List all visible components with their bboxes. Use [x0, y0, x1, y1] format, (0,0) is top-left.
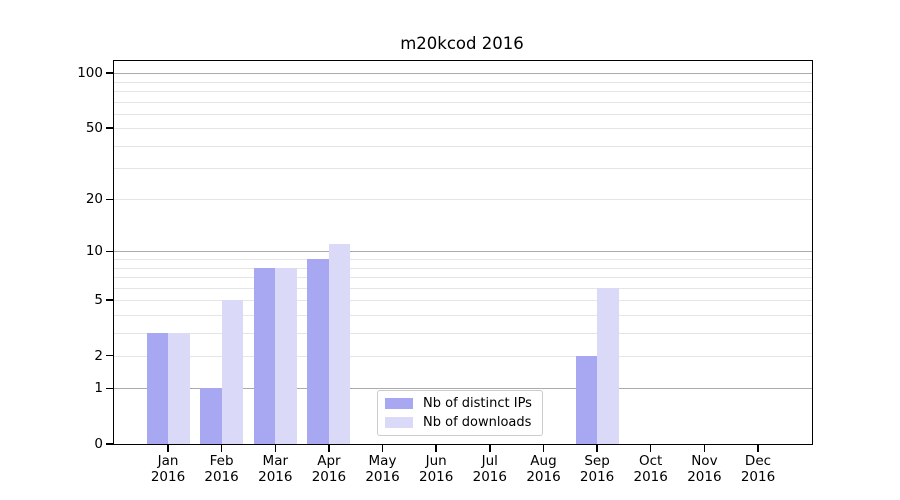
minor-gridline-80 [114, 90, 812, 92]
bar-downloads-9 [597, 287, 619, 444]
minor-gridline-5 [114, 300, 812, 301]
legend: Nb of distinct IPs Nb of downloads [377, 390, 543, 436]
y-tick-mark-5 [106, 299, 113, 301]
x-tick-label-10: Oct 2016 [633, 453, 668, 485]
y-tick-label-1: 1 [94, 380, 103, 397]
major-gridline-1 [114, 388, 812, 390]
x-tick-mark-12 [757, 445, 759, 452]
legend-label-2: Nb of downloads [423, 414, 532, 430]
x-tick-mark-6 [435, 445, 437, 452]
minor-gridline-4 [114, 314, 812, 316]
minor-gridline-60 [114, 113, 812, 115]
x-tick-label-2: Feb 2016 [204, 453, 239, 485]
major-gridline-100 [114, 73, 812, 75]
y-tick-label-20: 20 [85, 191, 103, 208]
bar-downloads-1 [168, 332, 190, 444]
minor-gridline-7 [114, 276, 812, 278]
y-tick-label-2: 2 [94, 347, 103, 364]
y-tick-mark-100 [106, 72, 113, 74]
x-tick-label-12: Dec 2016 [740, 453, 776, 485]
y-tick-mark-0 [106, 443, 113, 445]
x-tick-label-8: Aug 2016 [526, 453, 561, 485]
minor-gridline-9 [114, 259, 812, 260]
x-tick-label-1: Jan 2016 [150, 453, 186, 485]
legend-label-1: Nb of distinct IPs [423, 396, 532, 411]
y-tick-mark-20 [106, 198, 113, 201]
x-tick-label-6: Jun 2016 [419, 453, 454, 485]
minor-gridline-30 [114, 168, 812, 170]
x-tick-mark-5 [381, 445, 384, 452]
minor-gridline-8 [114, 267, 812, 269]
bar-distinct-ips-2 [200, 388, 222, 444]
minor-gridline-50 [114, 128, 812, 130]
bar-distinct-ips-9 [575, 355, 598, 444]
x-tick-mark-7 [489, 445, 491, 452]
x-tick-mark-10 [649, 445, 652, 452]
minor-gridline-6 [114, 287, 812, 289]
bar-downloads-2 [221, 300, 244, 444]
minor-gridline-3 [114, 332, 812, 334]
y-tick-mark-10 [106, 250, 113, 253]
legend-item-2: Nb of downloads [385, 415, 532, 431]
minor-gridline-20 [114, 199, 812, 201]
y-tick-label-50: 50 [85, 120, 103, 137]
y-tick-label-10: 10 [85, 243, 103, 260]
y-tick-mark-2 [106, 354, 113, 357]
chart-title: m20kcod 2016 [400, 34, 524, 53]
y-tick-label-0: 0 [94, 436, 103, 452]
x-tick-label-7: Jul 2016 [472, 453, 507, 485]
x-tick-mark-11 [703, 445, 706, 452]
x-tick-label-9: Sep 2016 [579, 453, 615, 485]
x-tick-label-4: Apr 2016 [311, 453, 347, 485]
x-tick-mark-1 [167, 445, 169, 452]
x-tick-mark-4 [328, 445, 330, 452]
bar-distinct-ips-3 [253, 267, 276, 444]
plot-area [113, 60, 813, 445]
bar-downloads-3 [275, 267, 297, 444]
x-tick-label-5: May 2016 [365, 453, 400, 485]
x-tick-mark-8 [542, 445, 545, 452]
minor-gridline-2 [114, 355, 812, 357]
x-tick-label-3: Mar 2016 [258, 453, 293, 485]
y-tick-mark-1 [106, 387, 113, 390]
minor-gridline-70 [114, 101, 812, 103]
major-gridline-10 [114, 251, 812, 253]
x-tick-mark-9 [596, 445, 598, 452]
y-tick-mark-50 [106, 127, 113, 129]
bar-distinct-ips-4 [307, 259, 329, 444]
y-tick-label-100: 100 [77, 65, 103, 82]
bar-downloads-4 [328, 244, 351, 444]
x-tick-mark-2 [220, 445, 223, 452]
legend-swatch-1 [385, 398, 413, 410]
minor-gridline-40 [114, 145, 812, 147]
y-tick-label-5: 5 [94, 292, 103, 308]
x-tick-mark-3 [274, 445, 277, 452]
bar-distinct-ips-1 [146, 332, 168, 444]
legend-item-1: Nb of distinct IPs [385, 396, 532, 412]
legend-swatch-2 [385, 416, 413, 428]
x-tick-label-11: Nov 2016 [687, 453, 722, 485]
minor-gridline-90 [114, 81, 812, 83]
